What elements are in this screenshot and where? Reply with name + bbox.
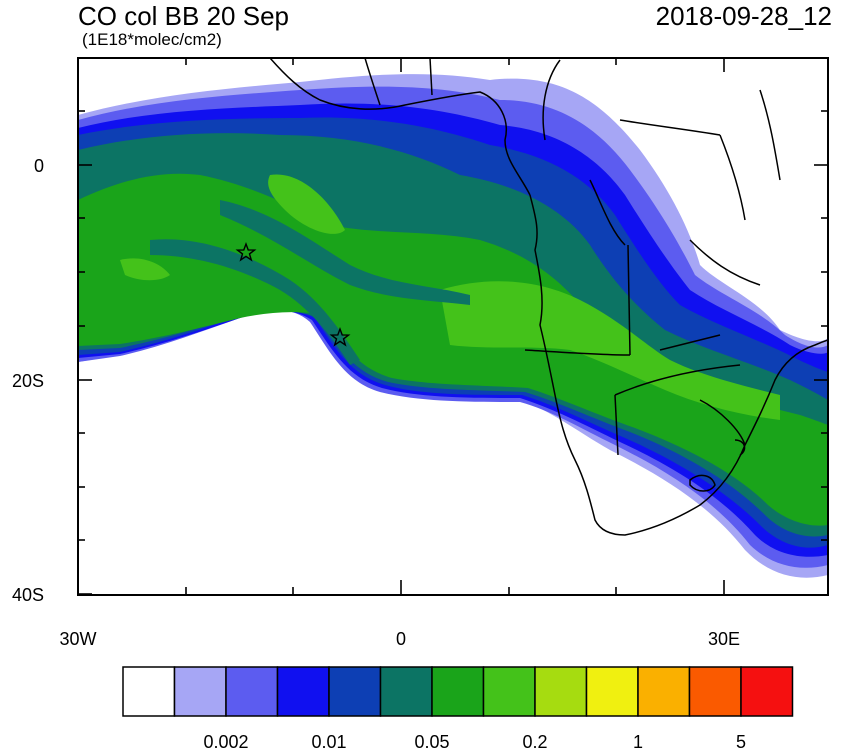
colorbar-labels: 0.002 0.01 0.05 0.2 1 5	[203, 732, 746, 750]
colorbar-swatch-7	[482, 666, 536, 717]
plume-teal-streak-2	[150, 239, 360, 365]
plume-light-green	[440, 281, 780, 420]
west-africa-coast	[269, 58, 531, 196]
x-tick-label-0: 0	[396, 629, 406, 649]
star-marker-1	[235, 241, 257, 262]
inner-border-3	[589, 179, 626, 246]
plume-layers	[78, 58, 828, 595]
units-label: (1E18*molec/cm2)	[82, 30, 222, 49]
colorbar	[122, 666, 794, 717]
inner-border-2	[627, 244, 631, 356]
colorbar-label-0: 0.002	[203, 732, 248, 750]
colorbar-swatch-11	[688, 666, 742, 717]
inner-border-6	[659, 334, 721, 351]
colorbar-swatch-6	[431, 666, 485, 717]
date-label: 2018-09-28_12	[655, 1, 832, 31]
inner-border-4	[614, 364, 741, 396]
inner-border-5	[614, 394, 619, 456]
colorbar-swatch-4	[328, 666, 382, 717]
map-title: CO col BB 20 Sep	[78, 1, 289, 31]
colorbar-swatch-1	[173, 666, 227, 717]
site-markers	[235, 241, 351, 347]
inner-border-9	[719, 134, 746, 221]
colorbar-label-3: 0.2	[522, 732, 547, 750]
inner-border-14	[364, 58, 381, 106]
inner-border-7	[699, 399, 746, 446]
inner-border-10	[689, 239, 761, 286]
colorbar-label-1: 0.01	[311, 732, 346, 750]
y-tick-label-20s: 20S	[12, 371, 44, 391]
y-tick-label-40s: 40S	[12, 585, 44, 605]
inner-border-13	[429, 58, 433, 96]
inner-border-15	[734, 439, 746, 456]
colorbar-swatch-12	[740, 666, 794, 717]
africa-west-coast	[529, 194, 746, 536]
star-marker-2	[329, 326, 351, 347]
colorbar-swatch-9	[585, 666, 639, 717]
plume-teal-streak-1	[220, 200, 470, 305]
inner-border-1	[524, 349, 631, 356]
x-tick-label-30e: 30E	[708, 629, 740, 649]
inner-border-11	[759, 89, 781, 181]
colorbar-swatch-8	[534, 666, 588, 717]
plume-light-green-patch	[268, 174, 345, 234]
y-tick-label-0: 0	[34, 156, 44, 176]
colorbar-swatch-0	[122, 666, 176, 717]
colorbar-swatch-2	[225, 666, 279, 717]
africa-east-coast	[744, 339, 828, 446]
inner-border-8	[619, 119, 721, 136]
country-borders	[269, 58, 828, 536]
axis-ticks	[77, 58, 828, 595]
colorbar-label-4: 1	[633, 732, 643, 750]
colorbar-swatch-3	[276, 666, 330, 717]
inner-border-12	[542, 59, 561, 141]
colorbar-label-2: 0.05	[414, 732, 449, 750]
colorbar-swatch-5	[379, 666, 433, 717]
x-tick-label-30w: 30W	[59, 629, 96, 649]
plume-light-green-patch-2	[120, 258, 170, 281]
colorbar-swatch-10	[637, 666, 691, 717]
lesotho-border	[689, 474, 716, 492]
colorbar-label-5: 5	[736, 732, 746, 750]
plume-green	[78, 173, 828, 526]
